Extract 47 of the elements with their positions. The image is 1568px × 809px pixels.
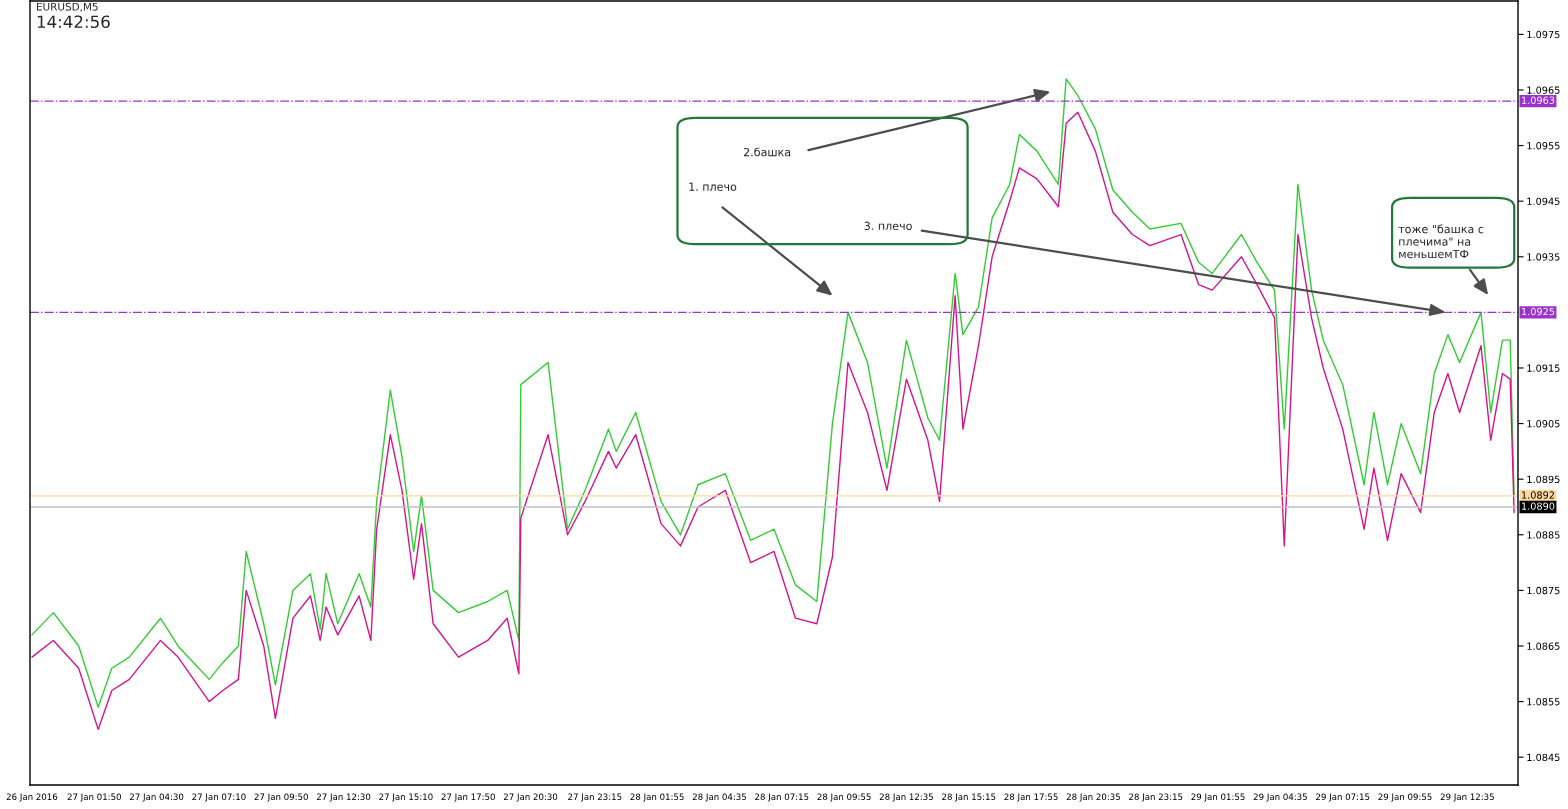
x-tick-label: 27 Jan 07:10 — [192, 793, 246, 802]
y-tick-label: 1.0975 — [1527, 30, 1560, 39]
x-tick-label: 27 Jan 17:50 — [441, 793, 495, 802]
y-tick-label: 1.0865 — [1527, 642, 1560, 650]
x-tick-label: 29 Jan 01:55 — [1191, 793, 1245, 802]
x-tick-label: 28 Jan 01:55 — [630, 793, 684, 802]
y-tick-label: 1.0875 — [1527, 586, 1560, 595]
x-tick-label: 28 Jan 12:35 — [879, 793, 933, 802]
x-tick-label: 27 Jan 20:30 — [503, 793, 558, 802]
x-tick-label: 28 Jan 04:35 — [692, 793, 746, 802]
y-tick-label: 1.0955 — [1527, 142, 1560, 150]
x-tick-label: 27 Jan 23:15 — [568, 793, 622, 802]
ref-line-label: 1.0963 — [1522, 96, 1555, 104]
x-tick-label: 29 Jan 07:15 — [1316, 793, 1370, 802]
x-tick-label: 27 Jan 12:30 — [316, 793, 371, 802]
x-tick-label: 26 Jan 2016 — [6, 793, 58, 802]
y-tick-label: 1.0965 — [1527, 86, 1560, 94]
x-tick-label: 27 Jan 09:50 — [254, 793, 308, 802]
x-tick-label: 29 Jan 09:55 — [1378, 793, 1432, 802]
ref-line-label: 1.0925 — [1522, 307, 1555, 316]
y-tick-label: 1.0935 — [1527, 253, 1560, 261]
annotation: 2.башка — [743, 147, 791, 157]
ref-line-label: 1.0892 — [1522, 491, 1555, 499]
text: 14:42:56 — [37, 15, 110, 29]
y-tick-label: 1.0905 — [1527, 420, 1560, 428]
y-tick-label: 1.0885 — [1527, 531, 1560, 539]
x-tick-label: 27 Jan 15:10 — [379, 793, 433, 802]
annotation: 1. плечо — [689, 182, 737, 191]
x-tick-label: 27 Jan 01:50 — [67, 793, 121, 802]
x-tick-label: 29 Jan 04:35 — [1253, 793, 1307, 802]
y-tick-label: 1.0855 — [1527, 698, 1560, 706]
y-tick-label: 1.0845 — [1527, 753, 1560, 762]
ref-line-label: 1.0890 — [1522, 502, 1555, 510]
x-tick-label: 28 Jan 23:15 — [1129, 793, 1183, 802]
annotation: тоже "башка с плечима" на меньшемТФ — [1398, 224, 1484, 259]
y-tick-label: 1.0945 — [1527, 197, 1560, 205]
x-tick-label: 27 Jan 04:30 — [129, 793, 184, 802]
x-tick-label: 29 Jan 12:35 — [1440, 793, 1494, 802]
annotation: 3. плечо — [864, 221, 912, 231]
x-tick-label: 28 Jan 09:55 — [817, 793, 871, 802]
chart-title: EURUSD,M5 — [36, 2, 98, 12]
y-tick-label: 1.0895 — [1527, 475, 1560, 484]
y-tick-label: 1.0915 — [1527, 364, 1560, 372]
x-tick-label: 28 Jan 20:35 — [1066, 793, 1120, 802]
x-tick-label: 28 Jan 15:15 — [942, 793, 996, 802]
x-tick-label: 28 Jan 17:55 — [1004, 793, 1058, 802]
x-tick-label: 28 Jan 07:15 — [755, 793, 809, 802]
